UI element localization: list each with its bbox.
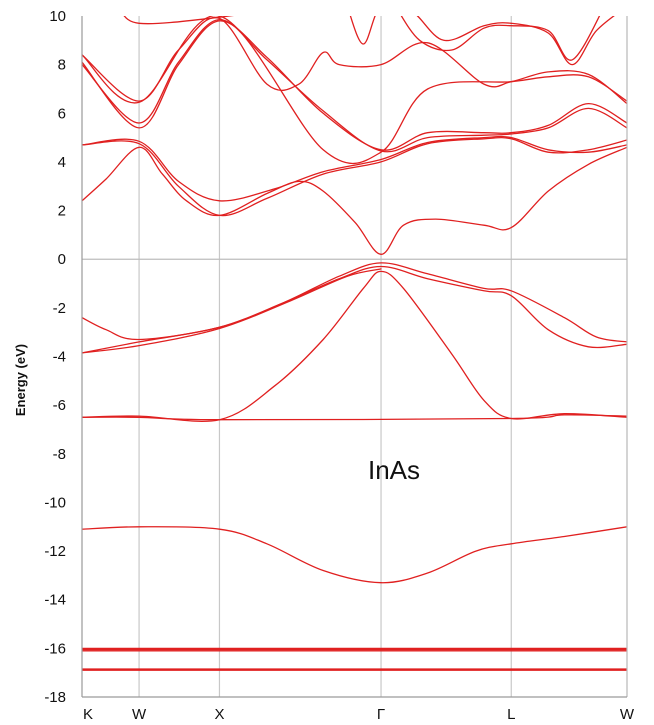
- y-tick-label: -6: [53, 397, 66, 414]
- band-line-18: [82, 16, 627, 165]
- y-tick-label: 0: [58, 251, 66, 268]
- x-tick-label: K: [83, 706, 93, 723]
- y-tick-label: -16: [44, 640, 66, 657]
- y-tick-label: -4: [53, 349, 66, 366]
- y-tick-label: -14: [44, 592, 66, 609]
- x-tick-label: W: [620, 706, 635, 723]
- x-tick-label: L: [507, 706, 515, 723]
- band-line-19: [123, 16, 235, 25]
- y-tick-label: 2: [58, 203, 66, 220]
- axes: [81, 16, 628, 698]
- material-annotation: InAs: [368, 455, 420, 485]
- x-tick-label: W: [132, 706, 147, 723]
- y-tick-label: 8: [58, 57, 66, 74]
- band-line-16: [82, 18, 627, 153]
- y-tick-label: -8: [53, 446, 66, 463]
- y-tick-label: 4: [58, 154, 66, 171]
- band-lines: [82, 16, 627, 671]
- band-line-14: [82, 136, 627, 217]
- x-tick-label: Γ: [377, 706, 385, 723]
- band-line-11: [82, 268, 382, 354]
- y-tick-label: -10: [44, 494, 66, 511]
- band-line-12: [82, 146, 627, 255]
- band-line-13: [82, 135, 627, 202]
- y-tick-label: 10: [49, 8, 66, 25]
- x-tick-label: X: [214, 706, 224, 723]
- grid-lines: [82, 16, 627, 697]
- y-axis-label: Energy (eV): [13, 344, 28, 416]
- band-line-9: [82, 262, 627, 343]
- y-tick-labels: 10 8 6 4 2 0 -2 -4 -6 -8 -10 -12 -14 -16 -18: [44, 8, 66, 706]
- y-tick-label: -12: [44, 543, 66, 560]
- band-line-17: [82, 16, 627, 105]
- band-line-10: [82, 265, 627, 354]
- band-line-15: [82, 20, 627, 151]
- y-tick-label: -2: [53, 300, 66, 317]
- y-tick-label: -18: [44, 689, 66, 706]
- band-line-7: [82, 270, 627, 422]
- y-tick-label: 6: [58, 105, 66, 122]
- band-line-21: [400, 16, 601, 61]
- band-line-20: [349, 16, 615, 66]
- band-line-8: [82, 414, 627, 421]
- band-line-6: [82, 526, 627, 584]
